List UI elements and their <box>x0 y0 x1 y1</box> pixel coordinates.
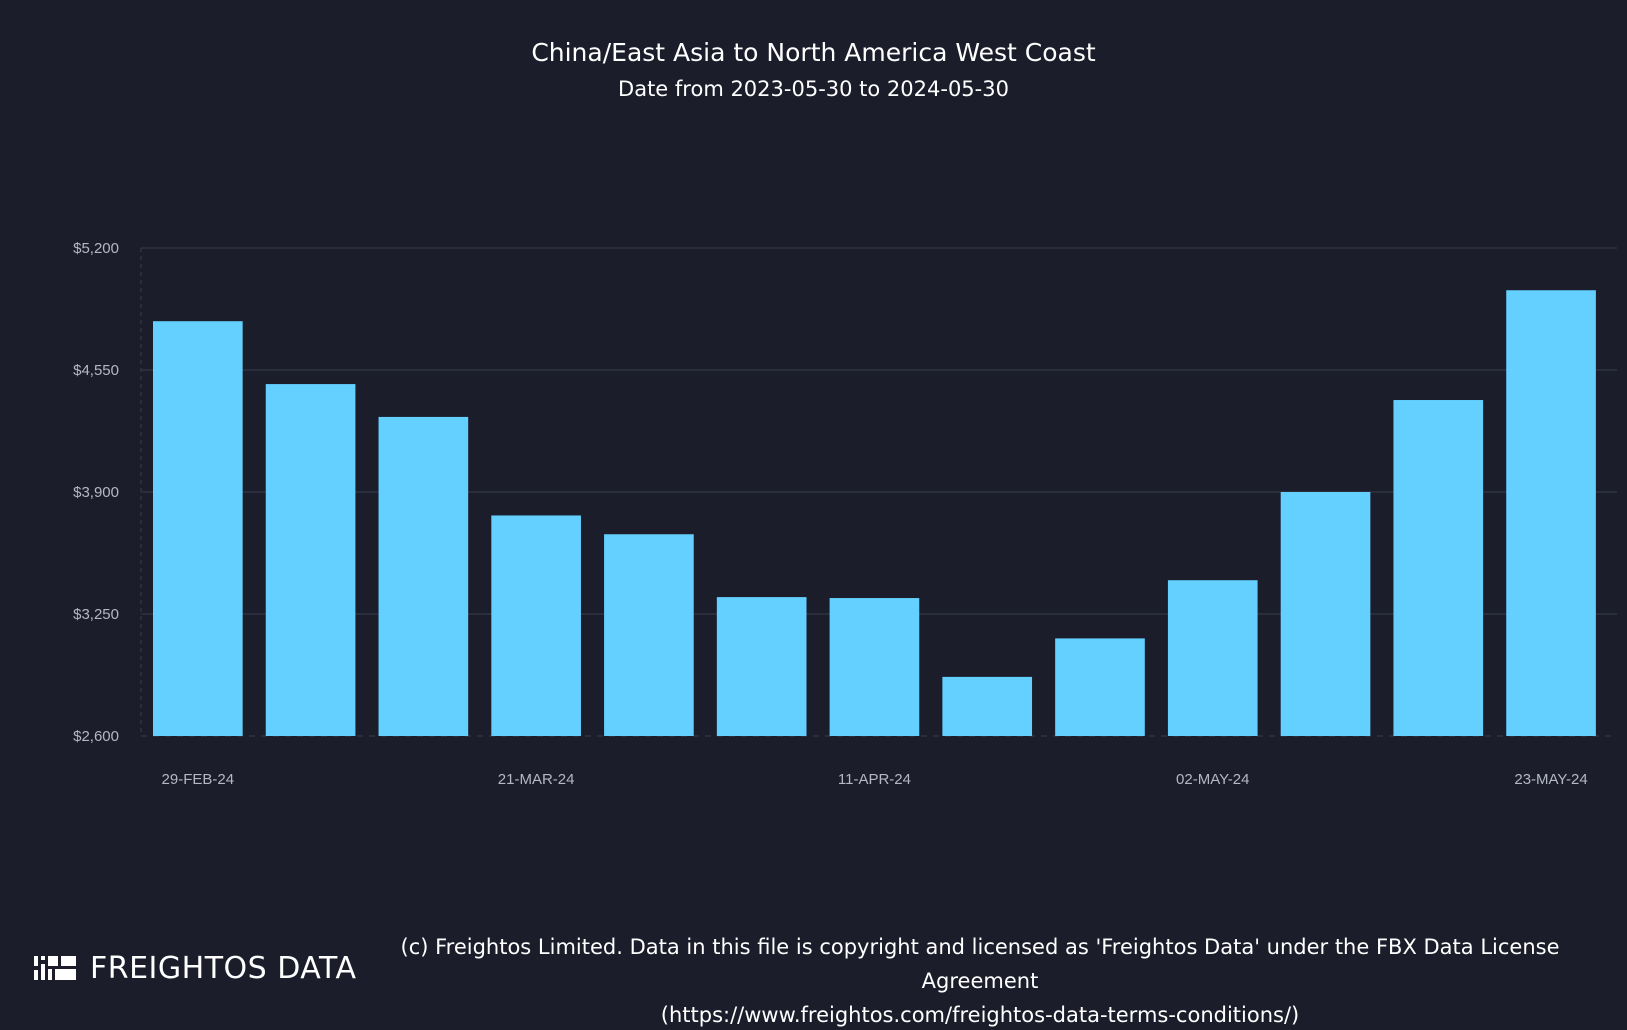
bars <box>153 290 1596 736</box>
bar-04-apr-24 <box>716 597 807 736</box>
y-axis-ticks: $2,600 $3,250 $3,900 $4,550 $5,200 <box>73 240 119 745</box>
bar-25-apr-24 <box>1055 638 1145 736</box>
logo-text: FREIGHTOS DATA <box>90 950 357 986</box>
bar-16-may-24 <box>1393 400 1484 736</box>
bar-02-may-24 <box>1167 580 1258 736</box>
chart-subtitle: Date from 2023-05-30 to 2024-05-30 <box>618 77 1009 101</box>
freightos-logo: FREIGHTOS DATA <box>34 950 357 986</box>
bar-18-apr-24 <box>942 676 1033 736</box>
y-tick-label: $2,600 <box>73 728 119 745</box>
x-tick-label: 11-APR-24 <box>838 771 911 788</box>
footer: FREIGHTOS DATA (c) Freightos Limited. Da… <box>0 930 1627 1027</box>
y-tick-label: $3,250 <box>73 606 119 623</box>
x-tick-label: 21-MAR-24 <box>498 771 575 788</box>
x-tick-label: 29-FEB-24 <box>162 771 235 788</box>
copyright-line-1: (c) Freightos Limited. Data in this file… <box>400 935 1560 993</box>
y-tick-label: $5,200 <box>73 240 119 257</box>
bar-11-apr-24 <box>829 598 920 736</box>
bar-09-may-24 <box>1280 492 1371 736</box>
bar-07-mar-24 <box>265 384 356 736</box>
bar-21-mar-24 <box>491 515 581 736</box>
bar-14-mar-24 <box>378 416 469 736</box>
bar-29-feb-24 <box>153 321 243 736</box>
copyright-line-2: (https://www.freightos.com/freightos-dat… <box>660 1003 1300 1027</box>
copyright-notice: (c) Freightos Limited. Data in this file… <box>370 930 1590 1030</box>
x-tick-label: 23-MAY-24 <box>1514 771 1587 788</box>
chart-title: China/East Asia to North America West Co… <box>531 38 1096 67</box>
freightos-logo-icon <box>34 956 76 980</box>
x-axis-ticks: 29-FEB-24 21-MAR-24 11-APR-24 02-MAY-24 23-M… <box>162 771 1588 788</box>
y-tick-label: $3,900 <box>73 484 119 501</box>
x-tick-label: 02-MAY-24 <box>1176 771 1249 788</box>
bar-28-mar-24 <box>604 534 694 736</box>
bar-23-may-24 <box>1506 290 1596 736</box>
y-tick-label: $4,550 <box>73 362 119 379</box>
